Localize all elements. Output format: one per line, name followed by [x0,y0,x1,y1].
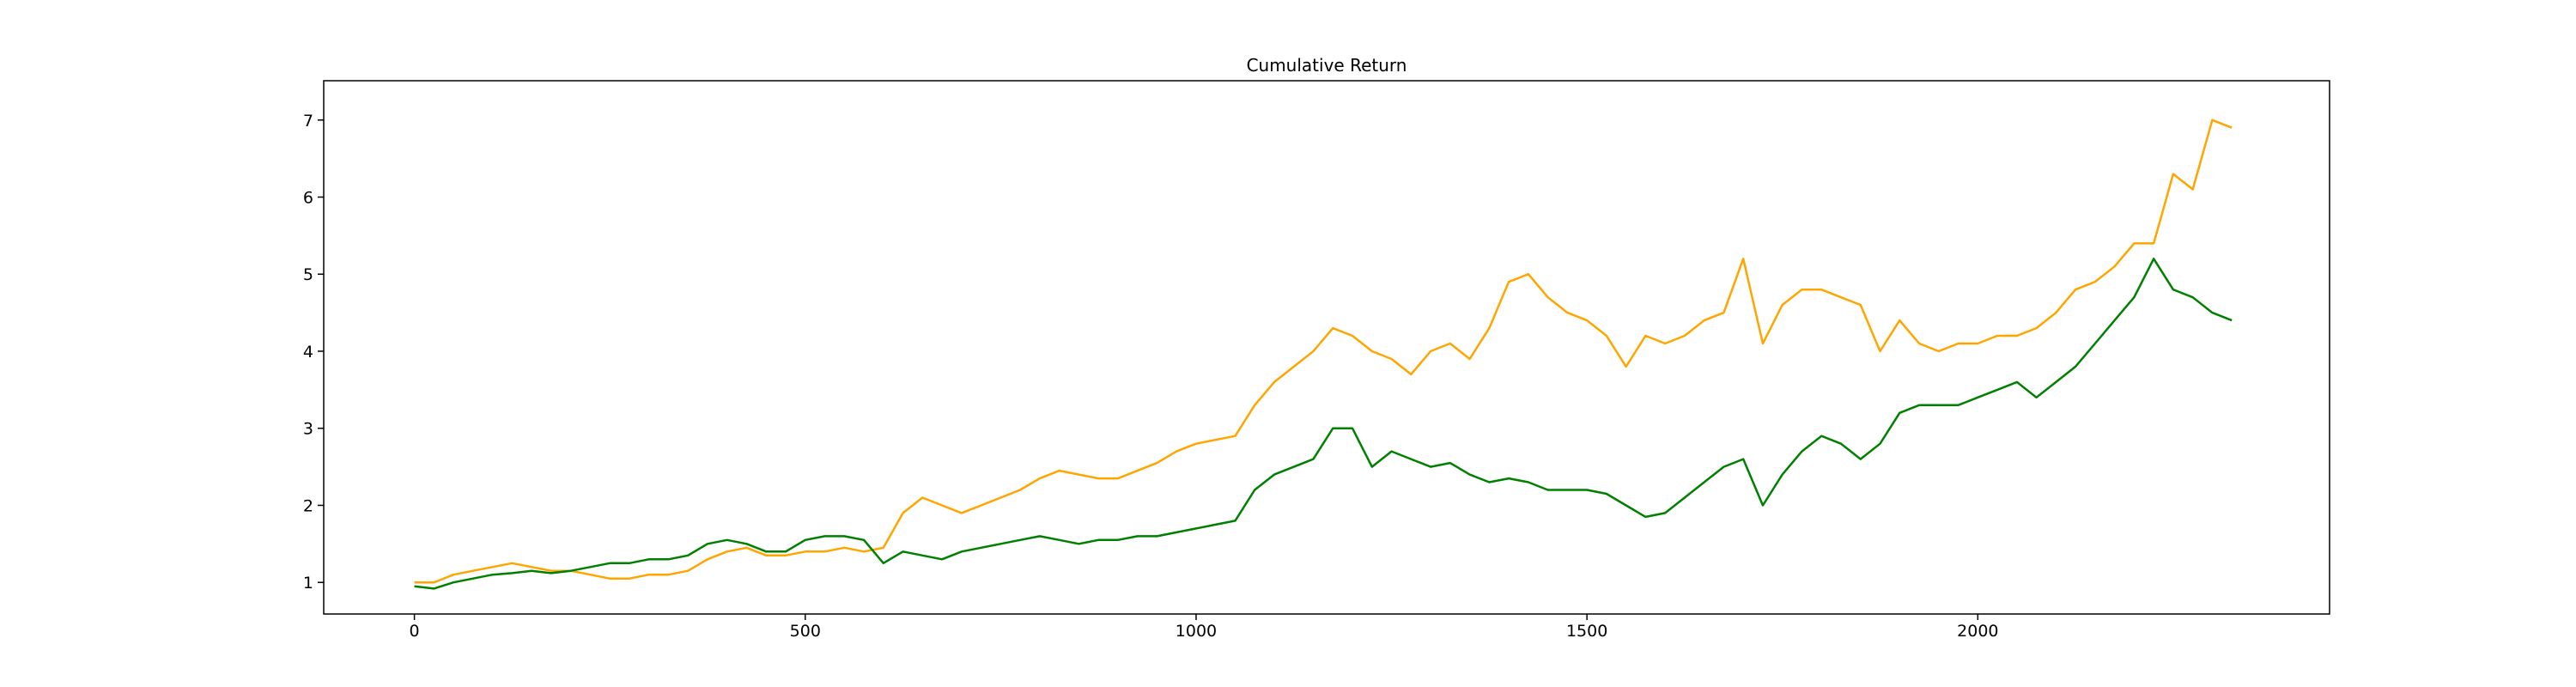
y-tick-label: 1 [303,574,313,593]
x-tick-label: 0 [410,622,420,641]
y-tick-label: 7 [303,112,313,131]
x-tick-label: 1500 [1566,622,1607,641]
chart-title: Cumulative Return [1247,55,1407,76]
line-series [414,258,2233,590]
y-tick-label: 5 [303,265,313,284]
x-tick-label: 1000 [1176,622,1217,641]
y-tick-label: 3 [303,420,313,439]
x-tick-label: 2000 [1957,622,1998,641]
y-tick-label: 2 [303,496,313,515]
y-tick-label: 4 [303,343,313,362]
plot-frame [323,80,2330,615]
line-series [414,119,2233,584]
y-tick-label: 6 [303,189,313,208]
x-tick-label: 500 [790,622,821,641]
